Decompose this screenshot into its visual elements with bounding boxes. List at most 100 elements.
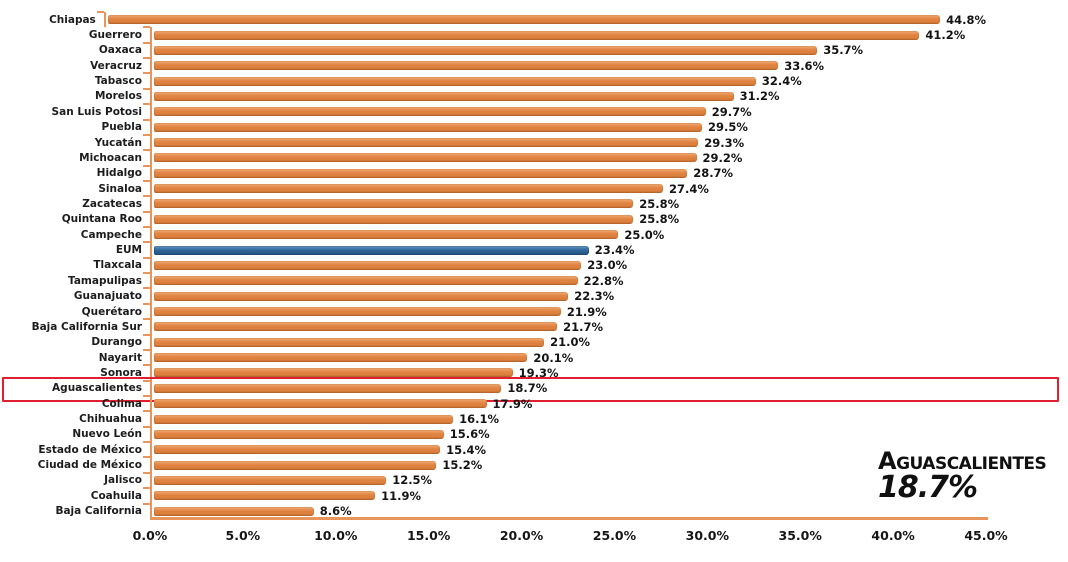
plot-track: 21.7% bbox=[143, 318, 986, 335]
bar-row: Chihuahua 16.1% bbox=[0, 410, 986, 427]
bar-row: Zacatecas 25.8% bbox=[0, 195, 986, 212]
bar bbox=[154, 30, 920, 40]
value-label: 28.7% bbox=[693, 166, 734, 181]
bar bbox=[154, 276, 578, 286]
category-label: Sinaloa bbox=[98, 182, 142, 195]
bar-row: Puebla 29.5% bbox=[0, 118, 986, 135]
bar bbox=[154, 61, 779, 71]
plot-track: 21.9% bbox=[143, 302, 986, 320]
bar-row: Morelos 31.2% bbox=[0, 87, 986, 105]
value-label: 25.8% bbox=[639, 212, 680, 227]
value-label: 19.3% bbox=[518, 365, 559, 380]
bar-row: Quintana Roo 25.8% bbox=[0, 210, 986, 228]
value-label: 25.0% bbox=[624, 227, 665, 242]
bar-row: Coahuila 11.9% bbox=[0, 487, 986, 504]
category-label: Jalisco bbox=[104, 474, 142, 487]
value-label: 44.8% bbox=[946, 12, 986, 27]
value-label: 23.4% bbox=[594, 243, 635, 258]
bar bbox=[154, 122, 702, 132]
value-label: 22.3% bbox=[574, 289, 615, 304]
plot-track: 15.4% bbox=[143, 441, 986, 458]
highlight-annotation: Aguascalientes 18.7% bbox=[878, 449, 1068, 504]
bar-rows: Chiapas 44.8% Guerrero 41.2% Oaxaca 35.7… bbox=[0, 10, 1059, 519]
plot-track: 44.8% bbox=[96, 10, 986, 28]
category-label: Tamapulipas bbox=[68, 274, 142, 287]
plot-track: 8.6% bbox=[143, 502, 986, 519]
x-axis-tick-labels: 0.0% 5.0% 10.0% 15.0% 20.0% 25.0% 30.0% 35.0% 40… bbox=[0, 528, 1068, 550]
x-axis-tick-label: 10.0% bbox=[314, 528, 358, 543]
bar-row: Tabasco 32.4% bbox=[0, 72, 986, 89]
bar-row: Oaxaca 35.7% bbox=[0, 41, 986, 59]
annotation-value: 18.7% bbox=[878, 470, 978, 506]
value-label: 8.6% bbox=[319, 504, 352, 519]
bar bbox=[154, 460, 437, 470]
bar bbox=[154, 368, 513, 378]
value-label: 29.7% bbox=[711, 104, 752, 119]
category-label: Morelos bbox=[94, 90, 142, 103]
category-label: Tlaxcala bbox=[93, 259, 142, 272]
plot-track: 35.7% bbox=[143, 41, 986, 59]
value-label: 35.7% bbox=[823, 43, 864, 58]
bar bbox=[154, 399, 487, 409]
bar-row: Ciudad de México 15.2% bbox=[0, 456, 986, 473]
bar-row: Tlaxcala 23.0% bbox=[0, 256, 986, 274]
plot-track: 21.0% bbox=[143, 333, 986, 350]
plot-track: 11.9% bbox=[143, 487, 986, 504]
category-label: Estado de México bbox=[38, 443, 142, 456]
category-label: Chihuahua bbox=[79, 413, 142, 426]
bar-row: Yucatán 29.3% bbox=[0, 133, 986, 151]
x-axis-tick-label: 0.0% bbox=[132, 528, 168, 543]
category-label: EUM bbox=[115, 244, 142, 257]
plot-track: 22.3% bbox=[143, 287, 986, 304]
plot-track: 20.1% bbox=[143, 348, 986, 366]
category-label: Hidalgo bbox=[96, 167, 142, 180]
x-axis-tick-label: 30.0% bbox=[685, 528, 730, 543]
bar-row: Campeche 25.0% bbox=[0, 226, 986, 243]
bar-row: Guanajuato 22.3% bbox=[0, 287, 986, 304]
x-axis-tick-label: 20.0% bbox=[499, 528, 544, 543]
bar bbox=[154, 245, 589, 255]
bar bbox=[107, 15, 941, 25]
bar bbox=[154, 184, 663, 194]
bar bbox=[154, 214, 634, 224]
bar-row: Baja California 8.6% bbox=[0, 502, 986, 519]
plot-track: 28.7% bbox=[143, 164, 986, 181]
x-axis-tick-label: 40.0% bbox=[871, 528, 915, 543]
bar-row: Durango 21.0% bbox=[0, 333, 986, 350]
bar-row: Tamapulipas 22.8% bbox=[0, 272, 986, 289]
bar bbox=[154, 383, 502, 393]
plot-track: 12.5% bbox=[143, 471, 986, 489]
bar bbox=[154, 337, 545, 347]
bar bbox=[154, 168, 688, 178]
bar-row: Querétaro 21.9% bbox=[0, 302, 986, 320]
value-label: 23.0% bbox=[587, 258, 628, 273]
value-label: 20.1% bbox=[533, 350, 574, 365]
plot-track: 41.2% bbox=[143, 26, 986, 43]
plot-track: 32.4% bbox=[143, 72, 986, 89]
x-axis-tick-label: 45.0% bbox=[964, 528, 1008, 543]
plot-track: 15.6% bbox=[143, 425, 986, 443]
category-label: Oaxaca bbox=[98, 44, 142, 57]
plot-track: 33.6% bbox=[143, 57, 986, 74]
x-axis-tick-label: 25.0% bbox=[592, 528, 637, 543]
bar bbox=[154, 291, 569, 301]
value-label: 15.4% bbox=[446, 442, 486, 457]
x-axis-tick-label: 15.0% bbox=[406, 528, 451, 543]
bar bbox=[154, 199, 634, 209]
bar-row: Nayarit 20.1% bbox=[0, 348, 986, 366]
plot-track: 16.1% bbox=[143, 410, 986, 427]
bar bbox=[154, 307, 561, 316]
x-axis-tick-label: 5.0% bbox=[225, 528, 261, 543]
bar bbox=[154, 76, 756, 86]
bar-row: Veracruz 33.6% bbox=[0, 57, 986, 74]
category-label: San Luis Potosi bbox=[51, 105, 142, 118]
plot-track: 29.7% bbox=[143, 103, 986, 120]
plot-track: 23.0% bbox=[143, 256, 986, 274]
bar bbox=[154, 230, 619, 240]
bar bbox=[154, 506, 314, 516]
category-label: Baja California Sur bbox=[31, 320, 142, 333]
plot-track: 29.3% bbox=[143, 133, 986, 151]
plot-track: 25.8% bbox=[143, 210, 986, 228]
value-label: 25.8% bbox=[639, 196, 680, 211]
